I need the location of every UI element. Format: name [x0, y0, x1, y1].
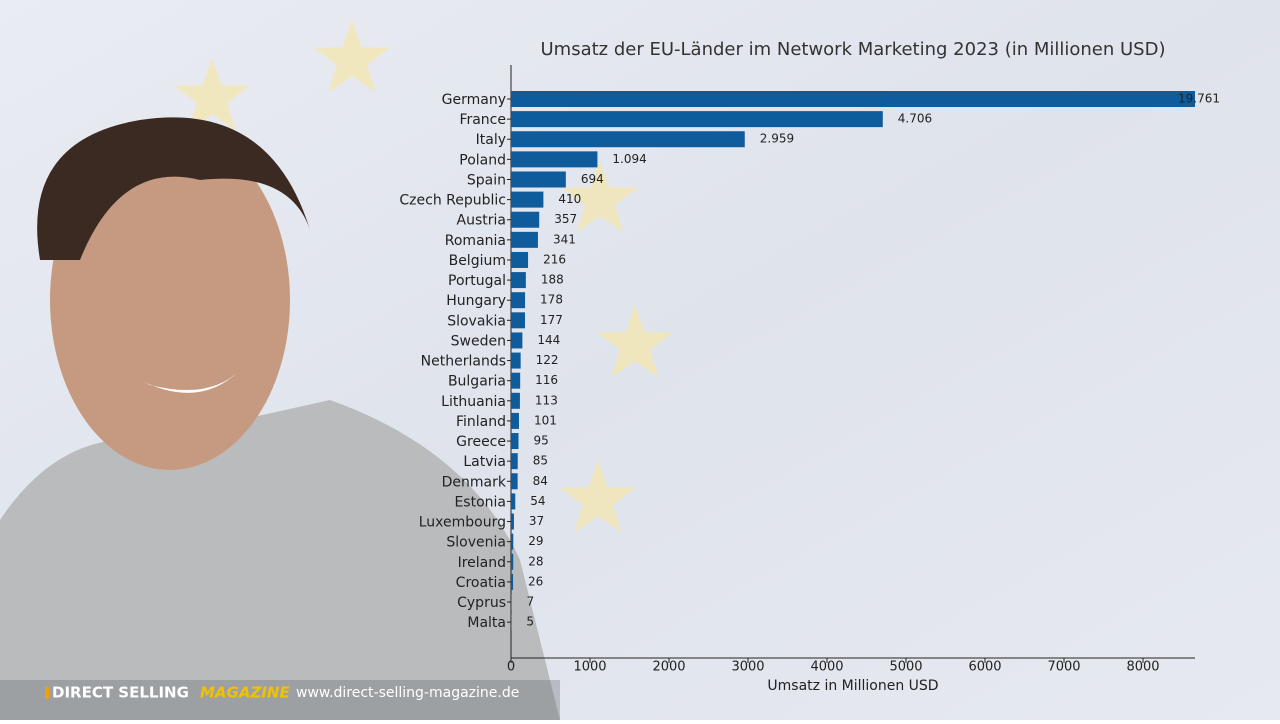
y-tick-label: Finland	[456, 414, 506, 430]
x-axis-label: Umsatz in Millionen USD	[767, 678, 938, 694]
bar	[511, 594, 512, 610]
bar	[511, 534, 513, 550]
value-label: 144	[537, 333, 560, 347]
value-label: 4.706	[898, 112, 932, 126]
bar	[511, 312, 525, 328]
value-label: 177	[540, 313, 563, 327]
bar	[511, 232, 538, 248]
value-label: 84	[533, 474, 548, 488]
y-tick-label: Czech Republic	[399, 193, 506, 209]
value-label: 85	[533, 454, 548, 468]
y-tick-label: Croatia	[456, 575, 506, 591]
chart-title: Umsatz der EU-Länder im Network Marketin…	[541, 39, 1166, 60]
value-label: 694	[581, 172, 604, 186]
value-label: 410	[558, 192, 581, 206]
y-tick-label: Slovakia	[447, 313, 506, 329]
y-tick-label: Netherlands	[421, 354, 506, 370]
bar	[511, 433, 519, 449]
value-label: 37	[529, 514, 544, 528]
value-label: 178	[540, 293, 563, 307]
y-tick-label: Luxembourg	[419, 515, 506, 531]
y-tick-label: Austria	[457, 213, 506, 229]
bar	[511, 493, 515, 509]
value-label: 357	[554, 212, 577, 226]
bar	[511, 373, 520, 389]
value-label: 216	[543, 252, 566, 266]
value-label: 1.094	[612, 152, 646, 166]
bar	[511, 151, 597, 167]
value-label: 19.761	[1178, 92, 1220, 106]
bar	[511, 171, 566, 187]
value-label: 101	[534, 413, 557, 427]
x-tick-label: 1000	[573, 660, 606, 675]
bar	[511, 192, 543, 208]
y-tick-label: Estonia	[454, 494, 506, 510]
value-label: 116	[535, 373, 558, 387]
x-tick-label: 0	[507, 660, 515, 675]
value-label: 122	[536, 353, 559, 367]
bar	[511, 292, 525, 308]
y-tick-label: Italy	[476, 132, 506, 148]
y-tick-label: Belgium	[449, 253, 506, 269]
y-tick-label: Cyprus	[457, 595, 506, 611]
value-label: 5	[526, 615, 534, 629]
value-label: 2.959	[760, 132, 794, 146]
value-label: 28	[528, 554, 543, 568]
brand: DIRECT SELLING	[52, 684, 189, 702]
bar	[511, 91, 1280, 107]
value-label: 7	[527, 595, 535, 609]
y-tick-label: Lithuania	[441, 394, 506, 410]
bar	[511, 353, 521, 369]
y-tick-label: Slovenia	[446, 535, 506, 551]
y-tick-label: Romania	[445, 233, 506, 249]
bar	[511, 393, 520, 409]
url: www.direct-selling-magazine.de	[296, 685, 519, 701]
bar	[511, 473, 518, 489]
x-tick-label: 6000	[968, 660, 1001, 675]
x-tick-label: 8000	[1126, 660, 1159, 675]
bar	[511, 272, 526, 288]
bar	[511, 131, 745, 147]
value-label: 54	[530, 494, 545, 508]
y-tick-label: Portugal	[448, 273, 506, 289]
bar	[511, 554, 513, 570]
x-tick-label: 5000	[889, 660, 922, 675]
value-label: 26	[528, 574, 543, 588]
value-label: 95	[534, 434, 549, 448]
y-tick-label: Germany	[442, 92, 506, 108]
y-tick-label: Sweden	[451, 333, 506, 349]
y-tick-label: Malta	[467, 615, 506, 631]
y-tick-label: Ireland	[458, 555, 506, 571]
y-tick-label: Greece	[456, 434, 506, 450]
value-label: 29	[528, 534, 543, 548]
bar	[511, 453, 518, 469]
bar	[511, 252, 528, 268]
x-tick-label: 7000	[1047, 660, 1080, 675]
x-tick-label: 4000	[810, 660, 843, 675]
y-tick-label: Latvia	[463, 454, 506, 470]
bar	[511, 332, 522, 348]
bar	[511, 574, 513, 590]
brand-accent: MAGAZINE	[200, 684, 290, 702]
y-tick-label: France	[459, 112, 506, 128]
bar	[511, 111, 883, 127]
bar	[511, 514, 514, 530]
bar	[511, 413, 519, 429]
y-tick-label: Hungary	[446, 293, 506, 309]
y-tick-label: Bulgaria	[448, 374, 506, 390]
bar	[511, 212, 539, 228]
value-label: 188	[541, 273, 564, 287]
value-label: 113	[535, 393, 558, 407]
x-tick-label: 2000	[652, 660, 685, 675]
y-tick-label: Denmark	[442, 474, 507, 490]
x-tick-label: 3000	[731, 660, 764, 675]
y-tick-label: Spain	[467, 172, 506, 188]
brand-mark	[45, 687, 49, 699]
y-tick-label: Poland	[459, 152, 506, 168]
value-label: 341	[553, 232, 576, 246]
